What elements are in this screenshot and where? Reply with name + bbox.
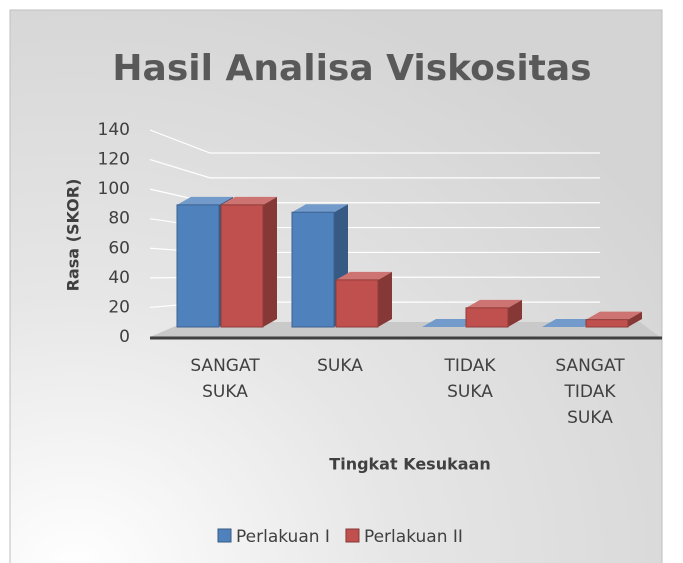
- bar-side: [628, 311, 642, 327]
- bar: [585, 311, 642, 328]
- x-tick-label: TIDAK SUKA: [444, 356, 496, 402]
- legend-swatch: [345, 528, 360, 543]
- y-tick-label: 40: [108, 268, 130, 288]
- bar: [542, 319, 598, 327]
- legend-label: Perlakuan II: [364, 527, 463, 547]
- x-tick-label: SANGAT SUKA: [190, 356, 260, 402]
- bar-top: [466, 299, 522, 308]
- bar: [335, 271, 392, 328]
- bar-top: [422, 319, 478, 327]
- bar: [220, 196, 277, 328]
- bar-side: [508, 299, 522, 327]
- bar-top: [177, 196, 233, 205]
- y-tick-label: 20: [108, 297, 130, 317]
- floor: [150, 322, 660, 337]
- bar-side: [378, 271, 392, 327]
- bar-front: [291, 211, 335, 328]
- y-axis-title: Rasa (SKOR): [64, 179, 83, 292]
- bar: [422, 319, 478, 327]
- bar-front: [335, 279, 379, 328]
- bar-top: [542, 319, 598, 327]
- y-tick-label: 120: [98, 150, 130, 170]
- x-axis-title: Tingkat Kesukaan: [329, 455, 490, 474]
- bar-top: [336, 271, 392, 280]
- bar-top: [586, 311, 642, 320]
- x-tick-label: SUKA: [317, 356, 363, 376]
- chart-title: Hasil Analisa Viskositas: [112, 48, 591, 89]
- x-tick-label: SANGAT TIDAK SUKA: [555, 356, 625, 428]
- bar-front: [176, 204, 220, 328]
- bar-side: [263, 196, 277, 327]
- bar-top: [221, 196, 277, 205]
- bar-front: [585, 319, 629, 328]
- grid-line: [149, 129, 600, 154]
- y-tick-label: 100: [98, 179, 130, 199]
- y-tick-label: 60: [108, 238, 130, 258]
- bar-front: [220, 204, 264, 328]
- y-tick-label: 80: [108, 209, 130, 229]
- bar-front: [465, 307, 509, 328]
- legend-label: Perlakuan I: [236, 527, 330, 547]
- bar-top: [292, 204, 348, 213]
- legend-swatch: [217, 528, 232, 543]
- bar: [465, 299, 522, 328]
- y-tick-label: 0: [119, 327, 130, 347]
- grid-line: [149, 158, 600, 179]
- y-tick-label: 140: [98, 120, 130, 140]
